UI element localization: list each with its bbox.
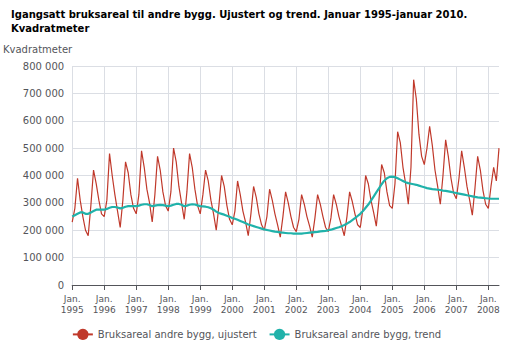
svg-text:Jan.: Jan.	[415, 294, 433, 304]
svg-text:2006: 2006	[413, 305, 436, 315]
svg-text:2002: 2002	[285, 305, 308, 315]
svg-text:Jan.: Jan.	[95, 294, 113, 304]
svg-text:Jan.: Jan.	[287, 294, 305, 304]
svg-text:Jan.: Jan.	[351, 294, 369, 304]
svg-text:800 000: 800 000	[23, 61, 64, 72]
svg-text:Jan.: Jan.	[127, 294, 145, 304]
svg-text:200 000: 200 000	[23, 225, 64, 236]
svg-text:400 000: 400 000	[23, 170, 64, 181]
svg-text:600 000: 600 000	[23, 115, 64, 126]
svg-text:Jan.: Jan.	[159, 294, 177, 304]
svg-text:2003: 2003	[317, 305, 340, 315]
svg-text:1998: 1998	[157, 305, 180, 315]
svg-text:Jan.: Jan.	[191, 294, 209, 304]
svg-text:Kvadratmeter: Kvadratmeter	[11, 23, 89, 34]
svg-text:1997: 1997	[125, 305, 148, 315]
svg-text:1999: 1999	[189, 305, 212, 315]
svg-text:Jan.: Jan.	[447, 294, 465, 304]
svg-text:0: 0	[58, 280, 64, 291]
svg-text:700 000: 700 000	[23, 88, 64, 99]
svg-text:2005: 2005	[381, 305, 404, 315]
svg-text:300 000: 300 000	[23, 197, 64, 208]
svg-text:2007: 2007	[445, 305, 468, 315]
svg-text:2008: 2008	[477, 305, 500, 315]
svg-text:Jan.: Jan.	[63, 294, 81, 304]
svg-text:Igangsatt bruksareal til andre: Igangsatt bruksareal til andre bygg. Uju…	[11, 9, 467, 20]
svg-text:Jan.: Jan.	[479, 294, 497, 304]
svg-text:Jan.: Jan.	[255, 294, 273, 304]
svg-text:1995: 1995	[61, 305, 84, 315]
svg-text:2004: 2004	[349, 305, 372, 315]
svg-text:Kvadratmeter: Kvadratmeter	[3, 44, 73, 55]
svg-text:500 000: 500 000	[23, 143, 64, 154]
svg-text:Jan.: Jan.	[223, 294, 241, 304]
svg-text:2001: 2001	[253, 305, 276, 315]
svg-text:2000: 2000	[221, 305, 244, 315]
svg-text:1996: 1996	[93, 305, 116, 315]
svg-text:Bruksareal andre bygg, ujuster: Bruksareal andre bygg, ujustert	[98, 329, 257, 340]
svg-text:Jan.: Jan.	[319, 294, 337, 304]
svg-text:Jan.: Jan.	[383, 294, 401, 304]
svg-text:Bruksareal andre bygg, trend: Bruksareal andre bygg, trend	[295, 329, 442, 340]
svg-text:100 000: 100 000	[23, 252, 64, 263]
